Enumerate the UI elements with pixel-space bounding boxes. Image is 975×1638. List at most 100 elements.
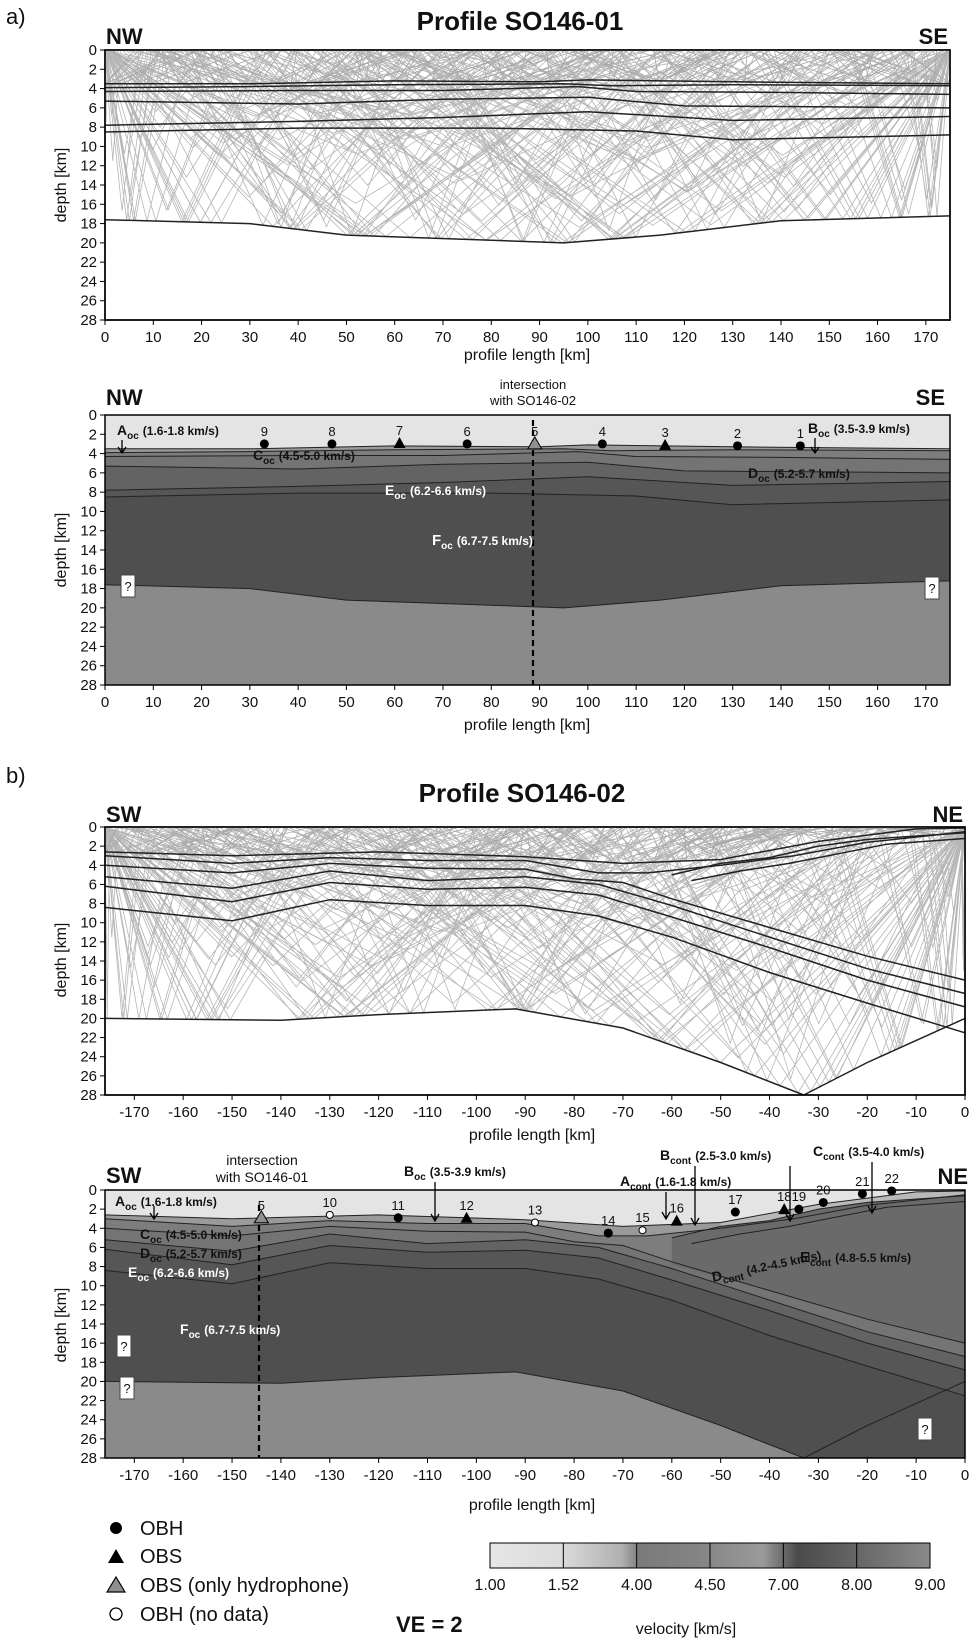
panel-b-station-number: 19 [792,1189,806,1204]
panel-a-top-left-direction: NW [106,24,143,49]
svg-text:Bcont(2.5-3.0 km/s): Bcont (2.5-3.0 km/s) [660,1147,771,1167]
panel-b-top-ytick-label: 24 [80,1049,97,1066]
panel-a-bottom-ytick-label: 24 [80,638,97,655]
panel-a-bottom-ytick-label: 4 [89,446,97,463]
panel-b-obh-marker [794,1204,804,1214]
panel-a-layer-c-label: Coc (4.5-5.0 km/s) [253,447,355,467]
panel-b-top-ytick-label: 22 [80,1030,97,1047]
panel-b-unknown-right: ? [917,1417,933,1441]
panel-b-layer-econt-label: Econt (4.8-5.5 km/s) [800,1249,911,1269]
panel-a-bottom-xtick-label: 10 [145,694,162,711]
panel-b-top-xtick-label: -100 [461,1104,491,1121]
panel-b-layer-f-label: Foc (6.7-7.5 km/s) [180,1321,280,1341]
panel-b-top-xtick-label: 0 [961,1104,969,1121]
panel-b-bottom-ytick-label: 4 [89,1220,97,1237]
legend-obs-hydrophone: OBS (only hydrophone) [140,1575,349,1597]
panel-a-bottom-ylabel: depth [km] [53,513,70,588]
panel-a-station-number: 1 [797,426,804,441]
panel-a-top-xtick-label: 20 [193,329,210,346]
panel-b-bottom-xtick-label: -20 [856,1467,878,1484]
panel-b-top-ytick-label: 14 [80,953,97,970]
panel-a-bottom-xtick-label: 80 [483,694,500,711]
panel-a-top-xtick-label: 100 [575,329,600,346]
svg-text:?: ? [921,1422,928,1437]
panel-a-obs-hydrophone-marker [526,435,543,450]
panel-b-top-xtick-label: -130 [315,1104,345,1121]
panel-a-bottom-ytick-label: 8 [89,484,97,501]
panel-b-bottom-ytick-label: 8 [89,1259,97,1276]
panel-b-obh-nodata-marker [531,1218,539,1227]
panel-b-top-xtick-label: -150 [217,1104,247,1121]
panel-b-top-xtick-label: -50 [710,1104,732,1121]
panel-a-layer-b-label: Boc (3.5-3.9 km/s) [808,420,910,455]
panel-b-station-number: 12 [459,1198,473,1213]
panel-a-top-ytick-label: 28 [80,312,97,329]
panel-b-bottom-xtick-label: -150 [217,1467,247,1484]
panel-a-obs-marker [659,438,672,450]
panel-b-top-xtick-label: -160 [168,1104,198,1121]
panel-a-top-ytick-label: 24 [80,273,97,290]
panel-b-bottom-ytick-label: 0 [89,1182,97,1199]
panel-b-bottom-xtick-label: -30 [808,1467,830,1484]
panel-b-obh-marker [393,1213,403,1223]
panel-b-bottom-ytick-label: 22 [80,1393,97,1410]
panel-a-bottom-right-direction: SE [916,385,945,410]
panel-b-top-ytick-label: 4 [89,857,97,874]
panel-a-top-xtick-label: 50 [338,329,355,346]
panel-b-top-xtick-label: -10 [905,1104,927,1121]
panel-b-station-number: 21 [855,1174,869,1189]
panel-a-bottom-xtick-label: 30 [242,694,259,711]
panel-a-intersection-label-2: with SO146-02 [489,393,576,408]
panel-a-station-number: 9 [261,424,268,439]
panel-a-title: Profile SO146-01 [417,6,624,36]
panel-b-top-ytick-label: 10 [80,915,97,932]
panel-b-bottom-ylabel: depth [km] [53,1288,70,1363]
panel-b-bottom-ytick-label: 26 [80,1431,97,1448]
panel-a-obh-marker [462,439,472,449]
panel-a-obh-marker [327,439,337,449]
svg-text:?: ? [120,1339,127,1354]
svg-text:?: ? [124,579,131,594]
panel-a-obs-marker [393,436,406,448]
panel-a-bottom-xtick-label: 60 [386,694,403,711]
panel-a-top-xtick-label: 70 [435,329,452,346]
panel-a-layer-a-label: Aoc (1.6-1.8 km/s) [117,422,219,455]
panel-b-ray-boundaries [104,827,966,1096]
panel-b-obh-marker [730,1207,740,1217]
panel-b-station-number: 14 [601,1213,615,1228]
panel-a-layer-e-label: Eoc (6.2-6.6 km/s) [385,482,486,502]
panel-b-bottom-xtick-label: -50 [710,1467,732,1484]
panel-a-station-number: 4 [599,424,606,439]
panel-a-obh-marker [597,439,607,449]
panel-a-bottom-ytick-label: 18 [80,581,97,598]
panel-a-top-ytick-label: 16 [80,196,97,213]
panel-b-bottom-xlabel: profile length [km] [469,1497,595,1514]
panel-a-bottom-xtick-label: 20 [193,694,210,711]
panel-a-station-number: 5 [531,424,538,439]
panel-a-station-number: 7 [396,423,403,438]
panel-b-bottom-xtick-label: -140 [266,1467,296,1484]
panel-b-top-left-direction: SW [106,802,142,827]
panel-a-bottom-ytick-label: 10 [80,503,97,520]
panel-a-top-xtick-label: 120 [672,329,697,346]
obh-symbol [110,1522,122,1534]
panel-b-obh-marker [603,1228,613,1238]
panel-a-bottom-xtick-label: 140 [768,694,793,711]
panel-b-obh-marker [887,1186,897,1196]
panel-a-bottom-xtick-label: 100 [575,694,600,711]
panel-b-top-xtick-label: -140 [266,1104,296,1121]
panel-a-layer-f-label: Foc (6.7-7.5 km/s) [432,532,533,552]
panel-b-top-xtick-label: -70 [612,1104,634,1121]
svg-text:Boc(3.5-3.9 km/s): Boc (3.5-3.9 km/s) [808,420,910,440]
svg-text:?: ? [928,581,935,596]
panel-b-top-ytick-label: 18 [80,991,97,1008]
panel-b-obh-marker [857,1189,867,1199]
panel-b-top-right-direction: NE [932,802,963,827]
panel-b-top-xtick-label: -110 [413,1104,442,1121]
panel-b-bottom-xtick-label: -40 [759,1467,781,1484]
panel-a-bottom-ytick-label: 14 [80,542,97,559]
panel-b-layer-e-label: Eoc (6.2-6.6 km/s) [128,1264,229,1284]
panel-a-unknown-left: ? [120,574,136,598]
